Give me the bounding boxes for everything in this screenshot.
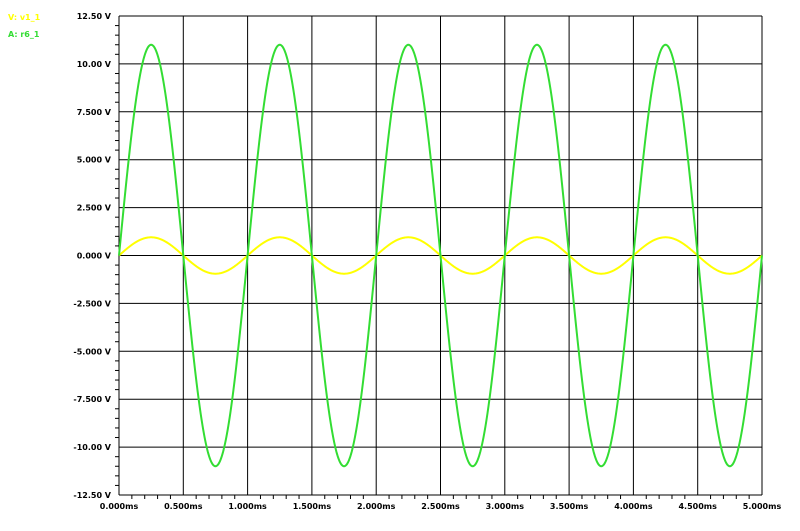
y-tick-labels: 12.50 V 10.00 V 7.500 V 5.000 V 2.500 V 0.000… — [73, 12, 111, 500]
series-layer — [118, 43, 763, 468]
x-tick-label: 0.500ms — [164, 502, 203, 511]
x-tick-label: 2.500ms — [421, 502, 460, 511]
y-tick-label: 2.500 V — [77, 204, 112, 213]
y-tick-label: 12.50 V — [77, 12, 112, 21]
y-tick-label: 0.000 V — [77, 252, 112, 261]
y-tick-label: -2.500 V — [73, 299, 111, 308]
x-tick-label: 3.500ms — [550, 502, 589, 511]
x-tick-label: 5.000ms — [743, 502, 782, 511]
legend-entry-r6: A: r6_1 — [8, 30, 40, 39]
y-tick-label: -7.500 V — [73, 395, 111, 404]
x-tick-label: 4.500ms — [678, 502, 717, 511]
x-tick-label: 3.000ms — [486, 502, 525, 511]
y-tick-label: -10.00 V — [73, 443, 111, 452]
y-tick-label: 5.000 V — [77, 156, 112, 165]
y-tick-label: -12.50 V — [73, 491, 111, 500]
x-tick-label: 2.000ms — [357, 502, 396, 511]
x-tick-label: 0.000ms — [100, 502, 139, 511]
x-tick-labels: 0.000ms 0.500ms 1.000ms 1.500ms 2.000ms 2.500… — [100, 502, 782, 511]
y-tick-label: 10.00 V — [77, 60, 112, 69]
x-tick-label: 1.500ms — [293, 502, 332, 511]
y-tick-label: 7.500 V — [77, 108, 112, 117]
x-tick-label: 1.000ms — [228, 502, 267, 511]
x-tick-label: 4.000ms — [614, 502, 653, 511]
series-line-1 — [118, 43, 763, 468]
minor-ticks — [115, 25, 750, 499]
y-tick-label: -5.000 V — [73, 347, 111, 356]
grid — [118, 15, 763, 496]
legend-entry-v1: V: v1_1 — [8, 13, 41, 22]
